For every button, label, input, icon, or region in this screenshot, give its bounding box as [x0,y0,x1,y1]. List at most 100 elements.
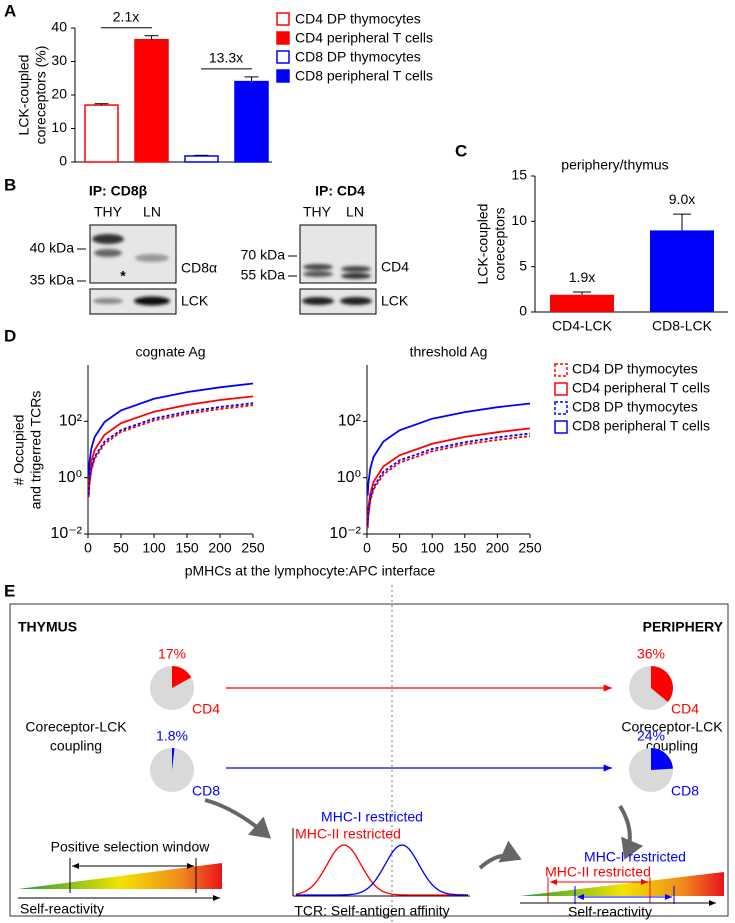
line [366,402,531,496]
annotation: 13.3x [209,50,243,66]
y-tick-label: 5 [519,257,527,273]
window-label: MHC-II restricted [545,864,651,880]
blot-target: CD8α [181,260,217,276]
x-tick-label: 0 [363,540,371,556]
pie-slice [651,748,673,770]
pie-value-label: 36% [637,646,665,662]
y-tick-label: 40 [51,19,67,35]
pie-slice [172,666,192,688]
y-tick-label: 0 [519,303,527,319]
pie-value-label: 17% [158,646,186,662]
legend-label: CD8 peripheral T cells [295,68,433,84]
x-tick-label: 250 [518,540,542,556]
legend-swatch [276,50,290,64]
y-tick-label: 10 [511,212,527,228]
legend-swatch [276,69,290,83]
line [366,435,531,529]
blot-loading: LCK [181,293,209,309]
coupling-label: Coreceptor-LCK [621,719,723,735]
legend-label: CD4 DP thymocytes [295,11,421,27]
bar [550,294,614,312]
y-tick-label: 15 [511,167,527,183]
y-tick-label: 10⁻² [329,525,361,542]
panel-label: E [4,581,15,600]
curved-arrow [618,804,644,860]
pie-value-label: 1.8% [156,728,188,744]
axis-label: TCR: Self-antigen affinity [294,903,449,919]
coupling-label: Coreceptor-LCK [25,719,127,735]
lane-label: LN [346,204,364,220]
ip-label: IP: CD4 [315,183,365,199]
legend-label: CD4 peripheral T cells [295,30,433,46]
frame [9,603,729,917]
schematic: THYMUS PERIPHERY Coreceptor-LCK coupling… [9,585,729,923]
y-axis-label: LCK-coupled [16,55,32,136]
value-label: 1.9x [569,269,595,285]
region-label: THYMUS [18,619,77,635]
legend-swatch [276,12,290,26]
y-tick-label: 10² [59,413,83,430]
axis-label: Self-reactivity [568,904,652,920]
y-tick-label: 10 [51,119,67,135]
asterisk: * [120,268,126,284]
blot-loading: LCK [381,293,409,309]
curve [296,844,468,896]
line [366,427,531,521]
line [87,382,254,476]
y-axis-label: # Occupied [11,415,27,486]
legend-swatch [554,363,568,377]
panel-label: D [4,326,16,345]
pie-slice [651,666,673,703]
pie-label: CD4 [192,701,220,717]
x-tick-label: CD4-LCK [552,318,613,334]
window-label: Positive selection window [51,839,211,855]
ip-label: IP: CD8β [89,183,148,199]
x-tick-label: 50 [113,540,129,556]
x-tick-label: 100 [421,540,445,556]
curved-arrow [478,840,522,870]
y-tick-label: 10² [338,413,362,430]
region-label: PERIPHERY [643,619,724,635]
curved-arrow [204,798,272,839]
legend-label: CD8 DP thymocytes [572,399,698,415]
y-tick-label: 30 [51,52,67,68]
bar [184,155,219,163]
x-tick-label: 150 [175,540,199,556]
window-label: MHC-I restricted [584,849,686,865]
x-tick-label: 0 [84,540,92,556]
lane-label: LN [143,204,161,220]
y-tick-label: 10⁰ [337,469,361,486]
y-tick-label: 0 [59,153,67,169]
bands [92,234,170,306]
y-tick-label: 10⁰ [58,469,82,486]
legend-swatch [276,31,290,45]
x-tick-label: 250 [241,540,265,556]
curve-label: MHC-II restricted [295,826,401,842]
x-tick-label: CD8-LCK [652,318,713,334]
legend-swatch [554,382,568,396]
value-label: 9.0x [669,191,695,207]
y-axis-label: coreceptors (%) [33,46,49,145]
line [366,432,531,526]
mw-marker: 35 kDa [30,272,75,288]
x-tick-label: 100 [142,540,166,556]
chart-title: threshold Ag [410,344,488,360]
pie-slice [172,748,175,770]
y-axis-label: and trigerred TCRs [28,391,44,510]
lane-label: THY [94,204,123,220]
line [87,402,254,496]
coupling-label: coupling [50,738,102,754]
y-axis-label: coreceptors [492,207,508,280]
x-tick-label: 150 [453,540,477,556]
x-tick-label: 50 [392,540,408,556]
annotation: 2.1x [113,8,139,24]
blot-panel: IP: CD8β THY LN * 40 kDa 35 kDa CD8α LCK… [30,183,409,315]
bar [84,104,119,163]
x-axis-label: pMHCs at the lymphocyte:APC interface [185,563,436,579]
x-tick-label: 200 [208,540,232,556]
legend-label: CD4 DP thymocytes [572,361,698,377]
panel-label: A [4,1,16,20]
gradient [18,863,222,889]
panel-label: C [455,141,467,160]
chart-title: periphery/thymus [561,157,668,173]
